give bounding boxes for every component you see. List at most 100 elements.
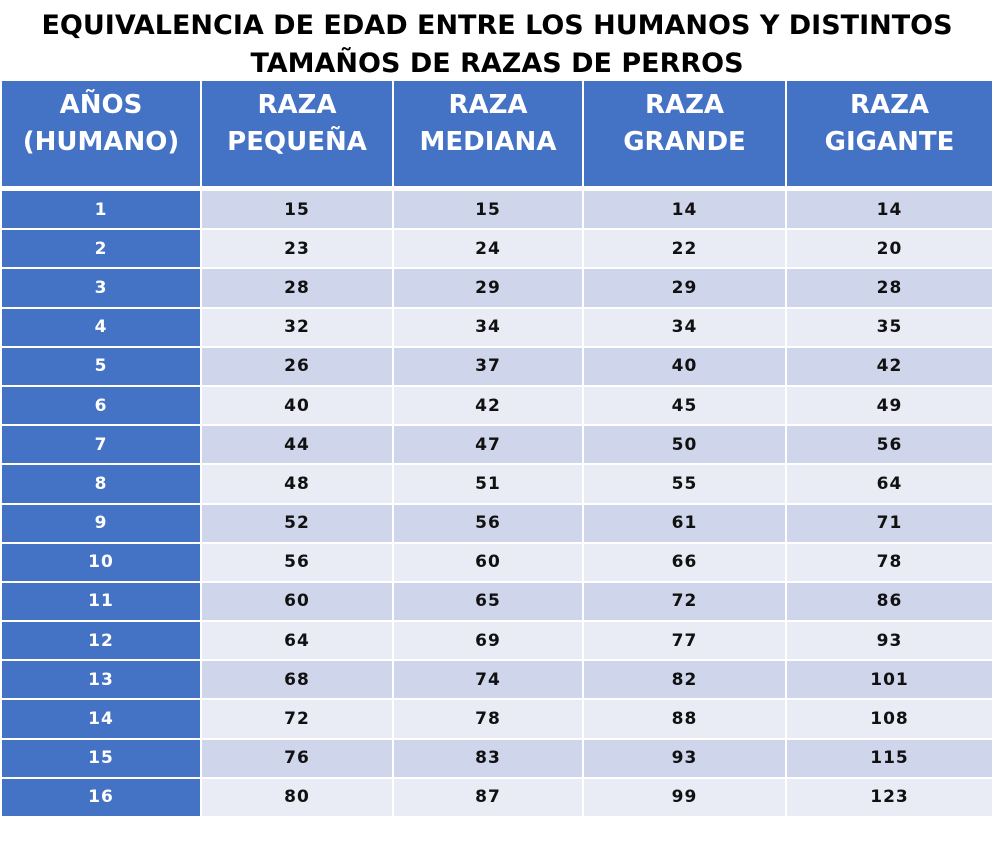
cell-small-breed: 26 bbox=[202, 347, 394, 387]
cell-medium-breed: 37 bbox=[394, 347, 584, 387]
table-body: 1 15 15 14 14 2 23 24 22 20 3 28 29 29 28 4 32 34 34 35 5 26 3… bbox=[2, 191, 992, 818]
page-title: EQUIVALENCIA DE EDAD ENTRE LOS HUMANOS Y… bbox=[0, 0, 994, 81]
cell-small-breed: 52 bbox=[202, 504, 394, 544]
cell-giant-breed: 108 bbox=[787, 700, 992, 740]
cell-medium-breed: 78 bbox=[394, 700, 584, 740]
cell-large-breed: 40 bbox=[584, 347, 787, 387]
cell-large-breed: 88 bbox=[584, 700, 787, 740]
table-row: 7 44 47 50 56 bbox=[2, 426, 992, 466]
cell-large-breed: 29 bbox=[584, 269, 787, 309]
cell-human-years: 12 bbox=[2, 622, 202, 662]
cell-medium-breed: 51 bbox=[394, 465, 584, 505]
cell-giant-breed: 14 bbox=[787, 191, 992, 231]
cell-medium-breed: 29 bbox=[394, 269, 584, 309]
cell-human-years: 5 bbox=[2, 347, 202, 387]
cell-human-years: 9 bbox=[2, 504, 202, 544]
cell-small-breed: 23 bbox=[202, 230, 394, 270]
cell-small-breed: 80 bbox=[202, 778, 394, 818]
cell-medium-breed: 74 bbox=[394, 661, 584, 701]
cell-giant-breed: 20 bbox=[787, 230, 992, 270]
cell-human-years: 13 bbox=[2, 661, 202, 701]
cell-human-years: 14 bbox=[2, 700, 202, 740]
header-line: RAZA bbox=[257, 90, 337, 120]
header-line: AÑOS bbox=[59, 90, 143, 120]
header-large-breed: RAZA GRANDE bbox=[584, 81, 787, 191]
header-line: MEDIANA bbox=[419, 127, 557, 157]
table-row: 10 56 60 66 78 bbox=[2, 543, 992, 583]
cell-giant-breed: 71 bbox=[787, 504, 992, 544]
cell-medium-breed: 24 bbox=[394, 230, 584, 270]
header-line: GIGANTE bbox=[824, 127, 955, 157]
cell-medium-breed: 42 bbox=[394, 386, 584, 427]
header-giant-breed: RAZA GIGANTE bbox=[787, 81, 992, 191]
cell-giant-breed: 86 bbox=[787, 582, 992, 623]
table-row: 8 48 51 55 64 bbox=[2, 465, 992, 505]
cell-giant-breed: 56 bbox=[787, 426, 992, 466]
cell-medium-breed: 87 bbox=[394, 778, 584, 818]
cell-small-breed: 64 bbox=[202, 622, 394, 662]
cell-small-breed: 40 bbox=[202, 386, 394, 427]
header-line: PEQUEÑA bbox=[227, 127, 367, 157]
cell-giant-breed: 49 bbox=[787, 386, 992, 427]
table-row: 12 64 69 77 93 bbox=[2, 622, 992, 662]
cell-large-breed: 99 bbox=[584, 778, 787, 818]
cell-small-breed: 56 bbox=[202, 543, 394, 583]
cell-giant-breed: 93 bbox=[787, 622, 992, 662]
cell-small-breed: 32 bbox=[202, 308, 394, 348]
cell-small-breed: 15 bbox=[202, 191, 394, 231]
cell-large-breed: 72 bbox=[584, 582, 787, 623]
cell-large-breed: 93 bbox=[584, 739, 787, 779]
cell-large-breed: 22 bbox=[584, 230, 787, 270]
table-row: 2 23 24 22 20 bbox=[2, 230, 992, 270]
cell-medium-breed: 83 bbox=[394, 739, 584, 779]
cell-medium-breed: 34 bbox=[394, 308, 584, 348]
cell-giant-breed: 64 bbox=[787, 465, 992, 505]
header-line: RAZA bbox=[644, 90, 725, 120]
cell-human-years: 1 bbox=[2, 191, 202, 231]
cell-large-breed: 77 bbox=[584, 622, 787, 662]
cell-human-years: 8 bbox=[2, 465, 202, 505]
cell-medium-breed: 60 bbox=[394, 543, 584, 583]
cell-large-breed: 45 bbox=[584, 386, 787, 427]
table-row: 4 32 34 34 35 bbox=[2, 308, 992, 348]
header-small-breed: RAZA PEQUEÑA bbox=[202, 81, 394, 191]
cell-giant-breed: 35 bbox=[787, 308, 992, 348]
table-row: 16 80 87 99 123 bbox=[2, 778, 992, 818]
table-row: 9 52 56 61 71 bbox=[2, 504, 992, 544]
cell-human-years: 2 bbox=[2, 230, 202, 270]
table-row: 6 40 42 45 49 bbox=[2, 386, 992, 427]
cell-small-breed: 44 bbox=[202, 426, 394, 466]
cell-medium-breed: 65 bbox=[394, 582, 584, 623]
table-row: 3 28 29 29 28 bbox=[2, 269, 992, 309]
cell-large-breed: 50 bbox=[584, 426, 787, 466]
cell-giant-breed: 42 bbox=[787, 347, 992, 387]
cell-large-breed: 66 bbox=[584, 543, 787, 583]
cell-medium-breed: 47 bbox=[394, 426, 584, 466]
cell-large-breed: 34 bbox=[584, 308, 787, 348]
cell-medium-breed: 15 bbox=[394, 191, 584, 231]
header-line: (HUMANO) bbox=[22, 127, 180, 157]
title-line-2: TAMAÑOS DE RAZAS DE PERROS bbox=[250, 48, 744, 79]
table-row: 13 68 74 82 101 bbox=[2, 661, 992, 701]
cell-large-breed: 55 bbox=[584, 465, 787, 505]
cell-small-breed: 48 bbox=[202, 465, 394, 505]
cell-large-breed: 14 bbox=[584, 191, 787, 231]
header-row: AÑOS (HUMANO) RAZA PEQUEÑA RAZA MEDIANA RAZA GR… bbox=[2, 81, 992, 191]
cell-human-years: 4 bbox=[2, 308, 202, 348]
header-line: GRANDE bbox=[623, 127, 746, 157]
age-equivalence-table: AÑOS (HUMANO) RAZA PEQUEÑA RAZA MEDIANA RAZA GR… bbox=[2, 81, 992, 818]
table-row: 5 26 37 40 42 bbox=[2, 347, 992, 387]
cell-small-breed: 28 bbox=[202, 269, 394, 309]
cell-human-years: 16 bbox=[2, 778, 202, 818]
header-line: RAZA bbox=[849, 90, 930, 120]
cell-human-years: 3 bbox=[2, 269, 202, 309]
cell-giant-breed: 115 bbox=[787, 739, 992, 779]
table-row: 1 15 15 14 14 bbox=[2, 191, 992, 231]
cell-giant-breed: 123 bbox=[787, 778, 992, 818]
cell-small-breed: 68 bbox=[202, 661, 394, 701]
table-row: 15 76 83 93 115 bbox=[2, 739, 992, 779]
cell-human-years: 11 bbox=[2, 582, 202, 623]
header-line: RAZA bbox=[448, 90, 528, 120]
cell-medium-breed: 69 bbox=[394, 622, 584, 662]
header-medium-breed: RAZA MEDIANA bbox=[394, 81, 584, 191]
